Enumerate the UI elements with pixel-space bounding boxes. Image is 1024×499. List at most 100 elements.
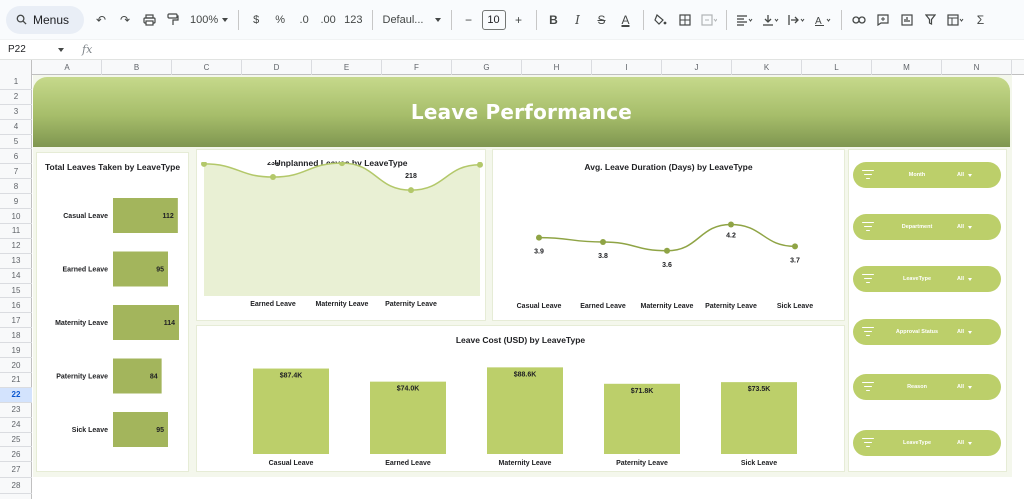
column-header-b[interactable]: B — [102, 60, 172, 75]
text-wrapping-button[interactable] — [785, 7, 809, 33]
row-header-20[interactable]: 20 — [0, 358, 32, 373]
menus-search-button[interactable]: Menus — [6, 5, 84, 34]
merge-cells-button[interactable] — [698, 7, 720, 33]
currency-format-button[interactable]: $ — [253, 13, 260, 26]
row-header-11[interactable]: 11 — [0, 224, 32, 239]
bar[interactable] — [113, 198, 178, 233]
filter-views-button[interactable] — [944, 7, 968, 33]
data-point[interactable] — [339, 162, 345, 167]
print-button[interactable] — [138, 7, 160, 33]
data-point[interactable] — [408, 187, 414, 194]
filter-button[interactable] — [920, 7, 942, 33]
percent-format-button[interactable]: % — [275, 13, 286, 26]
column-header-e[interactable]: E — [312, 60, 382, 75]
bar[interactable] — [113, 305, 179, 340]
avg-duration-card[interactable]: Avg. Leave Duration (Days) by LeaveType … — [492, 149, 845, 321]
row-header-17[interactable]: 17 — [0, 313, 32, 329]
row-header-10[interactable]: 10 — [0, 209, 32, 224]
bar[interactable] — [487, 367, 563, 454]
row-header-4[interactable]: 4 — [0, 120, 32, 135]
row-header-26[interactable]: 26 — [0, 448, 32, 463]
decrease-font-size-button[interactable]: − — [464, 12, 472, 27]
row-header-16[interactable]: 16 — [0, 299, 32, 314]
row-header-23[interactable]: 23 — [0, 403, 32, 418]
insert-chart-button[interactable] — [896, 7, 918, 33]
column-header-a[interactable]: A — [33, 60, 102, 75]
insert-link-button[interactable] — [848, 7, 870, 33]
row-header-7[interactable]: 7 — [0, 164, 32, 180]
bar[interactable] — [113, 412, 168, 447]
font-select[interactable]: Defaul... — [379, 14, 445, 26]
increase-decimal-button[interactable]: .00 — [320, 13, 336, 26]
borders-button[interactable] — [674, 7, 696, 33]
row-header-3[interactable]: 3 — [0, 105, 32, 120]
row-header-24[interactable]: 24 — [0, 418, 32, 433]
slicer-approval-status[interactable]: Approval Status All — [853, 319, 1001, 345]
column-header-m[interactable]: M — [872, 60, 942, 75]
slicer-department[interactable]: Department All — [853, 214, 1001, 240]
data-point[interactable] — [664, 247, 670, 254]
zoom-select[interactable]: 100% — [186, 14, 232, 26]
increase-font-size-button[interactable]: + — [514, 12, 522, 27]
data-point[interactable] — [477, 162, 483, 168]
unplanned-leaves-card[interactable]: Unplanned Leaves by LeaveType 2342512182… — [196, 149, 486, 321]
bar[interactable] — [721, 382, 797, 454]
bar[interactable] — [253, 368, 329, 454]
bar[interactable] — [370, 381, 446, 454]
column-header-j[interactable]: J — [662, 60, 732, 75]
column-header-g[interactable]: G — [452, 60, 522, 75]
row-header-25[interactable]: 25 — [0, 433, 32, 448]
row-header-12[interactable]: 12 — [0, 239, 32, 254]
row-header-15[interactable]: 15 — [0, 284, 32, 299]
vertical-align-button[interactable] — [759, 7, 783, 33]
column-header-k[interactable]: K — [732, 60, 802, 75]
slicer-leavetype[interactable]: LeaveType All — [853, 266, 1001, 292]
bar[interactable] — [113, 358, 162, 394]
row-header-8[interactable]: 8 — [0, 179, 32, 195]
slicer-leavetype[interactable]: LeaveType All — [853, 430, 1001, 456]
column-header-n[interactable]: N — [942, 60, 1012, 75]
slicer-reason[interactable]: Reason All — [853, 374, 1001, 400]
decrease-decimal-button[interactable]: .0 — [299, 13, 309, 26]
slicer-value[interactable]: All — [957, 224, 973, 230]
column-header-f[interactable]: F — [382, 60, 452, 75]
name-box[interactable]: P22 — [0, 44, 70, 55]
paint-format-button[interactable] — [162, 7, 184, 33]
data-point[interactable] — [270, 174, 276, 181]
italic-button[interactable]: I — [575, 12, 580, 27]
total-leaves-card[interactable]: Total Leaves Taken by LeaveType Casual L… — [36, 152, 189, 472]
horizontal-align-button[interactable] — [733, 7, 757, 33]
row-header-9[interactable]: 9 — [0, 194, 32, 210]
row-header-6[interactable]: 6 — [0, 150, 32, 165]
row-header-21[interactable]: 21 — [0, 373, 32, 388]
fill-color-button[interactable] — [650, 7, 672, 33]
text-color-button[interactable]: A — [621, 12, 630, 27]
bar[interactable] — [604, 383, 680, 454]
insert-comment-button[interactable] — [872, 7, 894, 33]
bar[interactable] — [113, 251, 168, 287]
data-point[interactable] — [600, 239, 606, 245]
slicer-value[interactable]: All — [957, 329, 973, 335]
column-header-h[interactable]: H — [522, 60, 592, 75]
row-header-19[interactable]: 19 — [0, 343, 32, 359]
row-header-28[interactable]: 28 — [0, 478, 32, 495]
formula-input[interactable] — [92, 41, 1024, 59]
redo-button[interactable]: ↷ — [114, 7, 136, 33]
row-header-14[interactable]: 14 — [0, 269, 32, 284]
select-all-corner[interactable] — [0, 60, 32, 75]
strikethrough-button[interactable]: S — [597, 12, 606, 27]
row-header-1[interactable]: 1 — [0, 75, 32, 90]
row-header-13[interactable]: 13 — [0, 254, 32, 269]
functions-button[interactable]: Σ — [976, 12, 985, 27]
row-header-5[interactable]: 5 — [0, 135, 32, 150]
column-header-i[interactable]: I — [592, 60, 662, 75]
data-point[interactable] — [536, 234, 542, 241]
slicer-value[interactable]: All — [957, 384, 973, 390]
column-header-l[interactable]: L — [802, 60, 872, 75]
data-point[interactable] — [728, 221, 734, 228]
row-header-18[interactable]: 18 — [0, 328, 32, 344]
undo-button[interactable]: ↶ — [90, 7, 112, 33]
font-size-input[interactable]: 10 — [481, 9, 506, 30]
slicer-value[interactable]: All — [957, 276, 973, 282]
column-header-c[interactable]: C — [172, 60, 242, 75]
